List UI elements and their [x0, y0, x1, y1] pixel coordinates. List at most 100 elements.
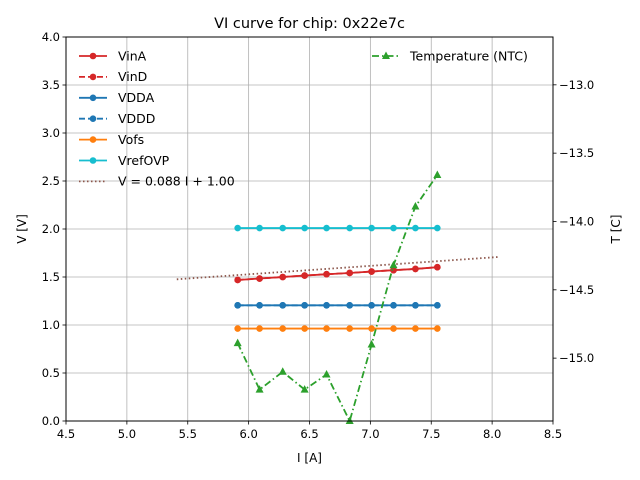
data-point: [434, 224, 441, 232]
legend-label: Temperature (NTC): [409, 48, 528, 63]
legend-marker: [382, 51, 390, 59]
data-point: [323, 224, 330, 232]
legend-entry: V = 0.088 I + 1.00: [79, 174, 235, 189]
series-temperature-ntc: [233, 170, 442, 424]
data-point: [323, 270, 330, 278]
x-axis-label: I [A]: [297, 451, 322, 465]
data-point: [322, 370, 331, 378]
legend-entry: VDDA: [79, 90, 155, 105]
data-point: [233, 338, 242, 347]
data-point: [256, 302, 263, 309]
x-tick-label: 7.5: [422, 427, 440, 441]
data-point: [346, 325, 353, 332]
legend-label: Vofs: [118, 132, 144, 147]
series-vddd: [234, 302, 441, 309]
series-vrefovp: [234, 224, 441, 232]
legend-marker: [89, 52, 97, 60]
data-point: [389, 260, 398, 269]
data-point: [412, 325, 419, 332]
data-point: [301, 325, 308, 332]
y2-tick-label: −14.0: [559, 214, 594, 228]
data-point: [234, 224, 241, 232]
data-point: [390, 224, 397, 232]
data-point: [346, 302, 353, 309]
data-point: [412, 265, 419, 273]
legend-entry: VDDD: [79, 111, 155, 126]
x-tick-label: 6.5: [300, 427, 318, 441]
data-point: [323, 302, 330, 309]
data-point: [412, 302, 419, 309]
legend-marker: [89, 94, 97, 102]
legend-marker: [89, 136, 97, 143]
data-point: [434, 302, 441, 309]
data-point: [368, 325, 375, 332]
y-tick-label: 1.0: [42, 318, 60, 332]
y-axis: 0.0 0.5 1.0 1.5 2.0 2.5 3.0 3.5 4.0: [42, 30, 66, 428]
y-tick-label: 3.5: [42, 78, 60, 92]
x-tick-label: 4.5: [57, 427, 75, 441]
legend-left: VinA VinD VDDA VDDD Vofs VrefOVP V = 0.088 I +…: [79, 48, 235, 189]
data-point: [412, 224, 419, 232]
data-point: [301, 302, 308, 309]
y-tick-label: 2.0: [42, 222, 60, 236]
data-point: [434, 263, 441, 271]
legend-marker: [89, 157, 97, 164]
x-tick-label: 8.5: [544, 427, 562, 441]
y-tick-label: 0.0: [42, 414, 60, 428]
legend-entry: VinA: [79, 48, 147, 63]
series-vind: [234, 263, 441, 284]
x-tick-label: 7.0: [361, 427, 379, 441]
x-tick-label: 5.0: [118, 427, 136, 441]
data-point: [278, 367, 287, 375]
y2-axis: −13.0 −13.5 −14.0 −14.5 −15.0: [553, 78, 594, 365]
data-point: [234, 302, 241, 309]
legend-entry: VrefOVP: [79, 153, 170, 168]
legend-entry: Temperature (NTC): [372, 48, 528, 63]
data-point: [346, 224, 353, 232]
y2-tick-label: −13.0: [559, 78, 594, 92]
data-point: [279, 302, 287, 309]
legend-label: VDDD: [118, 111, 155, 126]
data-point: [323, 325, 330, 332]
legend-label: VinD: [118, 69, 147, 84]
legend-label: VinA: [118, 48, 147, 63]
legend-entry: VinD: [79, 69, 147, 84]
data-point: [368, 268, 375, 275]
series-vofs: [234, 325, 441, 332]
data-point: [279, 325, 287, 332]
series-line-temperature-ntc: [236, 174, 439, 424]
y2-axis-label: T [C]: [609, 215, 623, 245]
chart-title: VI curve for chip: 0x22e7c: [214, 16, 405, 32]
y-tick-label: 3.0: [42, 126, 60, 140]
y2-tick-label: −13.5: [559, 146, 594, 160]
data-point: [367, 339, 376, 348]
data-point: [368, 302, 375, 309]
data-point: [390, 266, 397, 274]
data-point: [433, 170, 442, 179]
x-tick-label: 5.5: [179, 427, 197, 441]
y-axis-label: V [V]: [15, 214, 29, 244]
y-tick-label: 2.5: [42, 174, 60, 188]
x-tick-label: 6.0: [239, 427, 257, 441]
data-point: [301, 272, 308, 279]
data-point: [301, 224, 308, 232]
legend-label: VDDA: [118, 90, 155, 105]
y-tick-label: 0.5: [42, 366, 60, 380]
y-tick-label: 1.5: [42, 270, 60, 284]
data-point: [256, 325, 263, 332]
data-point: [256, 224, 263, 232]
legend-entry: Vofs: [79, 132, 144, 147]
data-point: [346, 269, 353, 277]
legend-label: VrefOVP: [118, 153, 170, 168]
data-point: [345, 416, 354, 424]
data-point: [368, 224, 375, 232]
y2-tick-label: −15.0: [559, 351, 594, 365]
legend-right: Temperature (NTC): [372, 48, 528, 63]
data-point: [234, 276, 241, 284]
legend-label: V = 0.088 I + 1.00: [118, 174, 235, 189]
data-point: [279, 273, 287, 281]
plot-area: [176, 170, 500, 424]
data-point: [390, 302, 397, 309]
y2-tick-label: −14.5: [559, 283, 594, 297]
